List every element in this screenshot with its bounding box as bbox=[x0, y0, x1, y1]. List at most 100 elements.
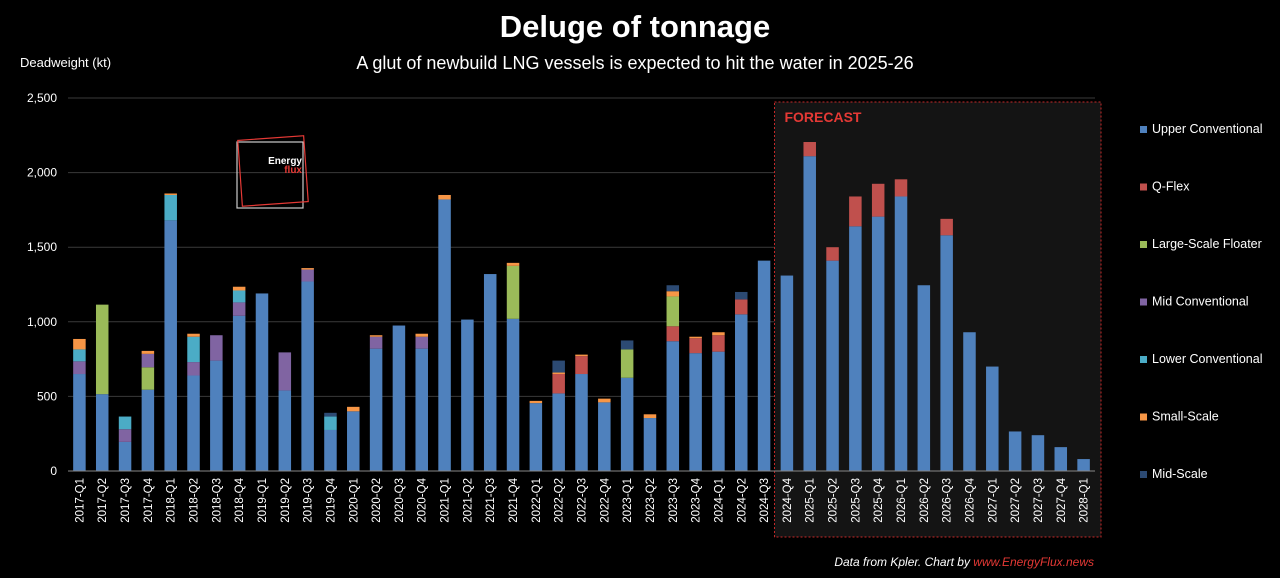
bar-segment bbox=[301, 268, 314, 270]
y-axis-label: Deadweight (kt) bbox=[20, 55, 111, 70]
bar-segment bbox=[95, 304, 109, 395]
bar-segment bbox=[598, 402, 611, 471]
x-tick-label: 2022-Q2 bbox=[554, 478, 566, 523]
bar-segment bbox=[735, 299, 748, 315]
x-tick-label: 2023-Q3 bbox=[668, 478, 680, 523]
legend-entry: Small-Scale bbox=[1152, 410, 1219, 424]
source-prefix: Data from Kpler. Chart by bbox=[834, 555, 973, 569]
x-tick-label: 2027-Q2 bbox=[1010, 478, 1022, 523]
x-tick-label: 2021-Q2 bbox=[462, 478, 474, 523]
bar-segment bbox=[871, 183, 885, 217]
x-tick-label: 2025-Q3 bbox=[850, 478, 862, 523]
bar-segment bbox=[438, 194, 451, 200]
bar-segment bbox=[643, 418, 657, 471]
bar-segment bbox=[187, 336, 200, 363]
bar-segment bbox=[461, 319, 474, 471]
bar-segment bbox=[894, 179, 908, 197]
x-tick-label: 2022-Q3 bbox=[577, 478, 589, 523]
logo-word-flux: flux bbox=[284, 165, 302, 176]
source-link[interactable]: www.EnergyFlux.news bbox=[973, 555, 1094, 569]
forecast-region bbox=[773, 101, 1102, 538]
bar-segment bbox=[849, 226, 862, 471]
energy-flux-logo: Energy flux bbox=[236, 135, 309, 209]
bar-segment bbox=[210, 335, 223, 361]
x-tick-label: 2024-Q1 bbox=[713, 478, 725, 523]
bar-segment bbox=[187, 362, 200, 376]
legend-entry: Lower Conventional bbox=[1152, 352, 1263, 366]
bar-segment bbox=[415, 336, 428, 349]
bar-segment bbox=[575, 356, 588, 375]
x-tick-label: 2018-Q3 bbox=[211, 478, 223, 523]
x-tick-label: 2025-Q2 bbox=[828, 478, 840, 523]
x-tick-label: 2020-Q3 bbox=[394, 478, 406, 523]
legend-entry: Mid-Scale bbox=[1152, 467, 1208, 481]
bar-segment bbox=[598, 398, 611, 403]
legend-swatch bbox=[1140, 298, 1147, 306]
x-tick-label: 2027-Q1 bbox=[987, 478, 999, 523]
bar-segment bbox=[620, 349, 634, 378]
bar-segment bbox=[141, 389, 155, 471]
bar-segment bbox=[666, 285, 680, 292]
legend-swatch bbox=[1140, 241, 1147, 248]
x-tick-label: 2021-Q1 bbox=[440, 478, 452, 523]
bar-segment bbox=[1054, 447, 1068, 471]
bar-segment bbox=[803, 142, 816, 157]
bar-segment bbox=[894, 196, 908, 472]
x-tick-label: 2024-Q3 bbox=[759, 478, 771, 523]
bar-segment bbox=[210, 360, 223, 471]
x-tick-label: 2018-Q4 bbox=[234, 477, 246, 522]
x-tick-label: 2027-Q4 bbox=[1056, 477, 1068, 522]
x-tick-label: 2023-Q1 bbox=[622, 478, 634, 523]
bar-segment bbox=[141, 367, 155, 390]
legend-entry: Large-Scale Floater bbox=[1152, 237, 1262, 251]
bar-series bbox=[73, 142, 1090, 472]
bar-segment bbox=[826, 247, 839, 261]
x-tick-label: 2026-Q2 bbox=[919, 478, 931, 523]
x-tick-label: 2017-Q3 bbox=[120, 478, 132, 523]
bar-segment bbox=[301, 281, 314, 471]
legend-entry: Q-Flex bbox=[1152, 180, 1190, 194]
bar-segment bbox=[164, 194, 177, 221]
x-tick-label: 2018-Q1 bbox=[166, 478, 178, 523]
bar-segment bbox=[118, 441, 132, 471]
bar-segment bbox=[141, 353, 155, 368]
logo-frame-white bbox=[236, 141, 304, 209]
bar-segment bbox=[826, 260, 839, 471]
x-tick-label: 2022-Q4 bbox=[599, 477, 611, 522]
bar-segment bbox=[803, 156, 816, 472]
legend-swatch bbox=[1140, 413, 1147, 421]
bar-segment bbox=[164, 220, 177, 471]
bar-segment bbox=[575, 354, 588, 357]
x-tick-label: 2019-Q1 bbox=[257, 478, 269, 523]
bar-segment bbox=[438, 199, 451, 471]
source-note: Data from Kpler. Chart by www.EnergyFlux… bbox=[834, 555, 1094, 569]
bar-segment bbox=[95, 394, 109, 471]
x-tick-label: 2024-Q4 bbox=[782, 477, 794, 522]
bar-segment bbox=[118, 416, 132, 430]
bar-segment bbox=[917, 285, 931, 471]
y-tick-label: 500 bbox=[37, 389, 57, 403]
y-tick-label: 0 bbox=[50, 464, 57, 478]
bar-segment bbox=[552, 360, 565, 373]
bar-segment bbox=[940, 235, 953, 471]
forecast-label: FORECAST bbox=[784, 109, 861, 125]
bar-segment bbox=[141, 350, 155, 354]
chart-title: Deluge of tonnage bbox=[500, 9, 770, 44]
bar-segment bbox=[369, 335, 383, 337]
bar-segment bbox=[552, 393, 565, 471]
bar-segment bbox=[1031, 435, 1045, 471]
bar-segment bbox=[255, 293, 269, 471]
x-tick-label: 2018-Q2 bbox=[189, 478, 201, 523]
legend-swatch bbox=[1140, 356, 1147, 363]
bar-segment bbox=[301, 269, 314, 282]
x-axis-ticks: 2017-Q1 2017-Q2 2017-Q3 2017-Q4 2018-Q1 2018-… bbox=[74, 477, 1090, 522]
bar-segment bbox=[735, 291, 748, 300]
x-tick-label: 2028-Q1 bbox=[1079, 478, 1091, 523]
bar-segment bbox=[1077, 459, 1090, 471]
bar-segment bbox=[712, 351, 725, 471]
x-tick-label: 2024-Q2 bbox=[736, 478, 748, 523]
y-tick-label: 2,000 bbox=[27, 166, 57, 180]
x-tick-label: 2020-Q2 bbox=[371, 478, 383, 523]
bar-segment bbox=[483, 274, 497, 471]
x-tick-label: 2026-Q4 bbox=[964, 477, 976, 522]
